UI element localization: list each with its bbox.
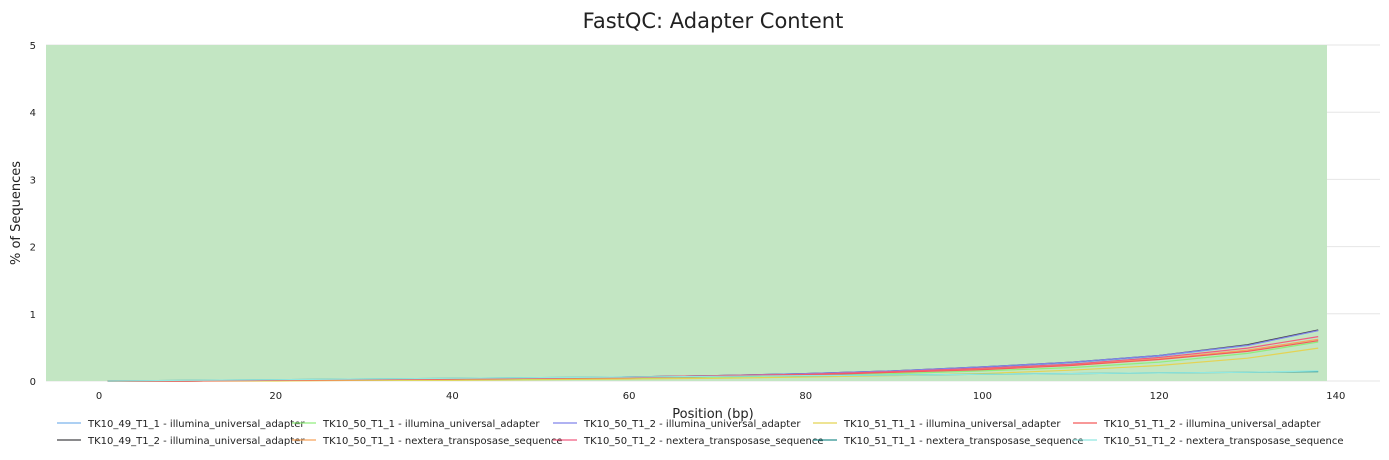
x-tick-label: 100 <box>973 391 992 402</box>
x-tick-label: 140 <box>1326 391 1345 402</box>
legend: TK10_49_T1_1 - illumina_universal_adapte… <box>57 419 1344 447</box>
legend-label: TK10_51_T1_2 - illumina_universal_adapte… <box>1103 419 1321 430</box>
legend-label: TK10_50_T1_2 - nextera_transposase_seque… <box>583 436 824 447</box>
legend-label: TK10_51_T1_1 - illumina_universal_adapte… <box>843 419 1061 430</box>
x-tick-label: 0 <box>96 391 102 402</box>
y-tick-label: 0 <box>30 377 36 388</box>
x-tick-label: 80 <box>799 391 812 402</box>
y-tick-label: 5 <box>30 41 36 52</box>
legend-label: TK10_50_T1_2 - illumina_universal_adapte… <box>583 419 801 430</box>
legend-label: TK10_50_T1_1 - illumina_universal_adapte… <box>322 419 540 430</box>
series-line <box>107 370 1319 382</box>
x-axis-label: Position (bp) <box>672 407 753 422</box>
x-tick-label: 60 <box>623 391 636 402</box>
y-tick-label: 4 <box>30 108 36 119</box>
legend-label: TK10_50_T1_1 - nextera_transposase_seque… <box>322 436 563 447</box>
series-line <box>107 347 1319 382</box>
y-tick-label: 1 <box>30 310 36 321</box>
x-tick-label: 120 <box>1150 391 1169 402</box>
legend-label: TK10_51_T1_2 - nextera_transposase_seque… <box>1103 436 1344 447</box>
plot-area: 0 1 2 3 4 5 0 20 40 60 80 100 120 140 <box>30 41 1380 402</box>
legend-label: TK10_49_T1_1 - illumina_universal_adapte… <box>87 419 305 430</box>
x-tick-label: 20 <box>269 391 282 402</box>
y-axis-label: % of Sequences <box>9 161 24 265</box>
ok-range-band <box>46 45 1327 381</box>
x-tick-label: 40 <box>446 391 459 402</box>
y-tick-label: 3 <box>30 175 36 186</box>
chart-title: FastQC: Adapter Content <box>583 9 844 33</box>
y-tick-label: 2 <box>30 243 36 254</box>
legend-label: TK10_49_T1_2 - illumina_universal_adapte… <box>87 436 305 447</box>
legend-label: TK10_51_T1_1 - nextera_transposase_seque… <box>843 436 1084 447</box>
